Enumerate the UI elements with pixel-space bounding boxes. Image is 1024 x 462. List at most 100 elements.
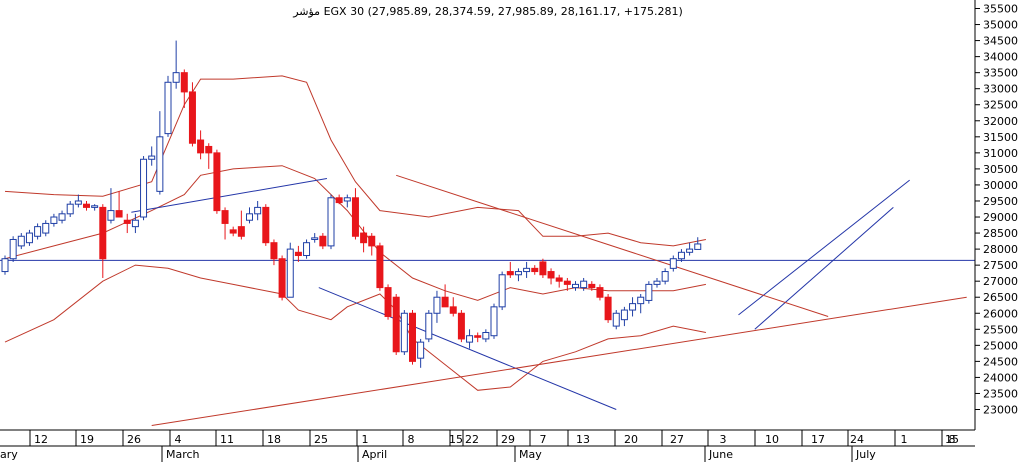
x-day-label-8: 8 <box>408 433 415 446</box>
candle-53 <box>433 290 441 323</box>
x-day-label-22: 15 <box>945 433 959 446</box>
candles <box>1 40 702 368</box>
y-tick-label-4: 25000 <box>983 339 1018 352</box>
candle-2 <box>17 233 25 250</box>
y-tick-label-6: 26000 <box>983 307 1018 320</box>
x-day-label-9: 15 <box>449 433 463 446</box>
candle-58 <box>474 332 482 343</box>
x-month-label-5: July <box>855 448 876 461</box>
candle-body-17 <box>140 158 148 218</box>
x-day-label-15: 27 <box>670 433 684 446</box>
candle-body-73 <box>596 287 604 298</box>
candle-body-21 <box>172 72 180 83</box>
candle-body-36 <box>294 251 302 257</box>
trendlines <box>131 174 967 427</box>
candle-body-24 <box>197 139 205 154</box>
candle-body-6 <box>50 216 58 224</box>
y-tick-label-21: 33500 <box>983 67 1018 80</box>
trendline-red-0 <box>396 174 829 317</box>
candle-33 <box>270 239 278 266</box>
candle-body-48 <box>392 296 400 353</box>
x-day-label-18: 17 <box>811 433 825 446</box>
x-month-label-3: May <box>519 448 542 461</box>
x-day-label-6: 25 <box>314 433 328 446</box>
candle-body-38 <box>311 237 319 240</box>
candle-body-34 <box>278 258 286 298</box>
y-tick-label-10: 28000 <box>983 243 1018 256</box>
y-tick-label-14: 30000 <box>983 179 1018 192</box>
candle-body-57 <box>466 335 474 343</box>
candle-40 <box>327 194 335 250</box>
x-axis: 12 19 26 4 11 18 25 1 8 15 22 29 7 13 20 27 3 10 17 24 1 815a… <box>0 429 975 462</box>
x-day-label-7: 1 <box>362 433 369 446</box>
candle-body-0 <box>1 258 9 273</box>
candle-1 <box>9 236 17 262</box>
y-tick-label-12: 29000 <box>983 211 1018 224</box>
candle-61 <box>498 271 506 311</box>
candle-body-27 <box>221 210 229 224</box>
y-tick-label-0: 23000 <box>983 404 1018 417</box>
candle-56 <box>457 310 465 343</box>
candle-body-15 <box>123 219 131 224</box>
candle-21 <box>172 40 180 89</box>
candle-body-75 <box>612 312 620 327</box>
candle-body-58 <box>474 335 482 338</box>
x-day-label-21: 8 <box>949 433 956 446</box>
x-day-label-17: 10 <box>765 433 779 446</box>
candle-body-79 <box>645 283 653 301</box>
x-month-label-4: June <box>708 448 733 461</box>
candle-body-11 <box>91 205 99 208</box>
x-month-label-0: ary <box>0 448 18 461</box>
y-axis: 23000 23500 24000 24500 25000 25500 26000 26500… <box>974 0 1018 430</box>
y-tick-label-23: 34500 <box>983 35 1018 48</box>
candle-65 <box>531 265 539 275</box>
x-day-label-10: 22 <box>465 433 479 446</box>
chart-title: مؤشر EGX 30 (27,985.89, 28,374.59, 27,98… <box>292 5 683 18</box>
candle-body-56 <box>457 312 465 340</box>
candle-body-78 <box>637 296 645 305</box>
trendline-blue-0 <box>131 178 328 213</box>
y-tick-label-9: 27500 <box>983 259 1018 272</box>
candle-44 <box>360 226 368 253</box>
candle-body-37 <box>303 242 311 257</box>
candle-body-61 <box>498 274 506 308</box>
y-tick-label-15: 30500 <box>983 163 1018 176</box>
candle-body-12 <box>99 206 107 260</box>
candle-6 <box>50 213 58 227</box>
candle-45 <box>368 233 376 256</box>
candle-body-32 <box>262 206 270 244</box>
candle-body-81 <box>661 271 669 282</box>
candle-32 <box>262 204 270 246</box>
trendline-red-1 <box>151 296 967 427</box>
candle-26 <box>213 149 221 214</box>
candle-body-59 <box>482 332 490 340</box>
candle-body-40 <box>327 197 335 247</box>
candle-body-85 <box>694 243 702 250</box>
y-tick-label-5: 25500 <box>983 323 1018 336</box>
candle-72 <box>588 281 596 291</box>
candle-48 <box>392 294 400 355</box>
candle-78 <box>637 294 645 314</box>
candle-body-5 <box>42 222 50 234</box>
candle-51 <box>417 338 425 368</box>
y-tick-label-3: 24500 <box>983 355 1018 368</box>
trendline-blue-3 <box>754 207 894 330</box>
candle-10 <box>83 200 90 211</box>
candle-body-77 <box>629 303 637 311</box>
candle-36 <box>294 245 302 262</box>
candle-76 <box>620 306 628 327</box>
trendline-blue-1 <box>318 287 617 410</box>
candle-50 <box>409 310 416 365</box>
candle-43 <box>351 188 359 240</box>
candle-79 <box>645 281 653 304</box>
candle-14 <box>115 191 123 218</box>
candle-46 <box>376 242 384 291</box>
candle-31 <box>254 200 262 221</box>
candle-body-31 <box>254 206 262 215</box>
y-tick-label-13: 29500 <box>983 195 1018 208</box>
x-day-label-11: 29 <box>501 433 515 446</box>
y-tick-label-19: 32500 <box>983 99 1018 112</box>
candle-60 <box>490 303 498 339</box>
candle-64 <box>523 261 531 278</box>
candle-15 <box>123 213 131 234</box>
